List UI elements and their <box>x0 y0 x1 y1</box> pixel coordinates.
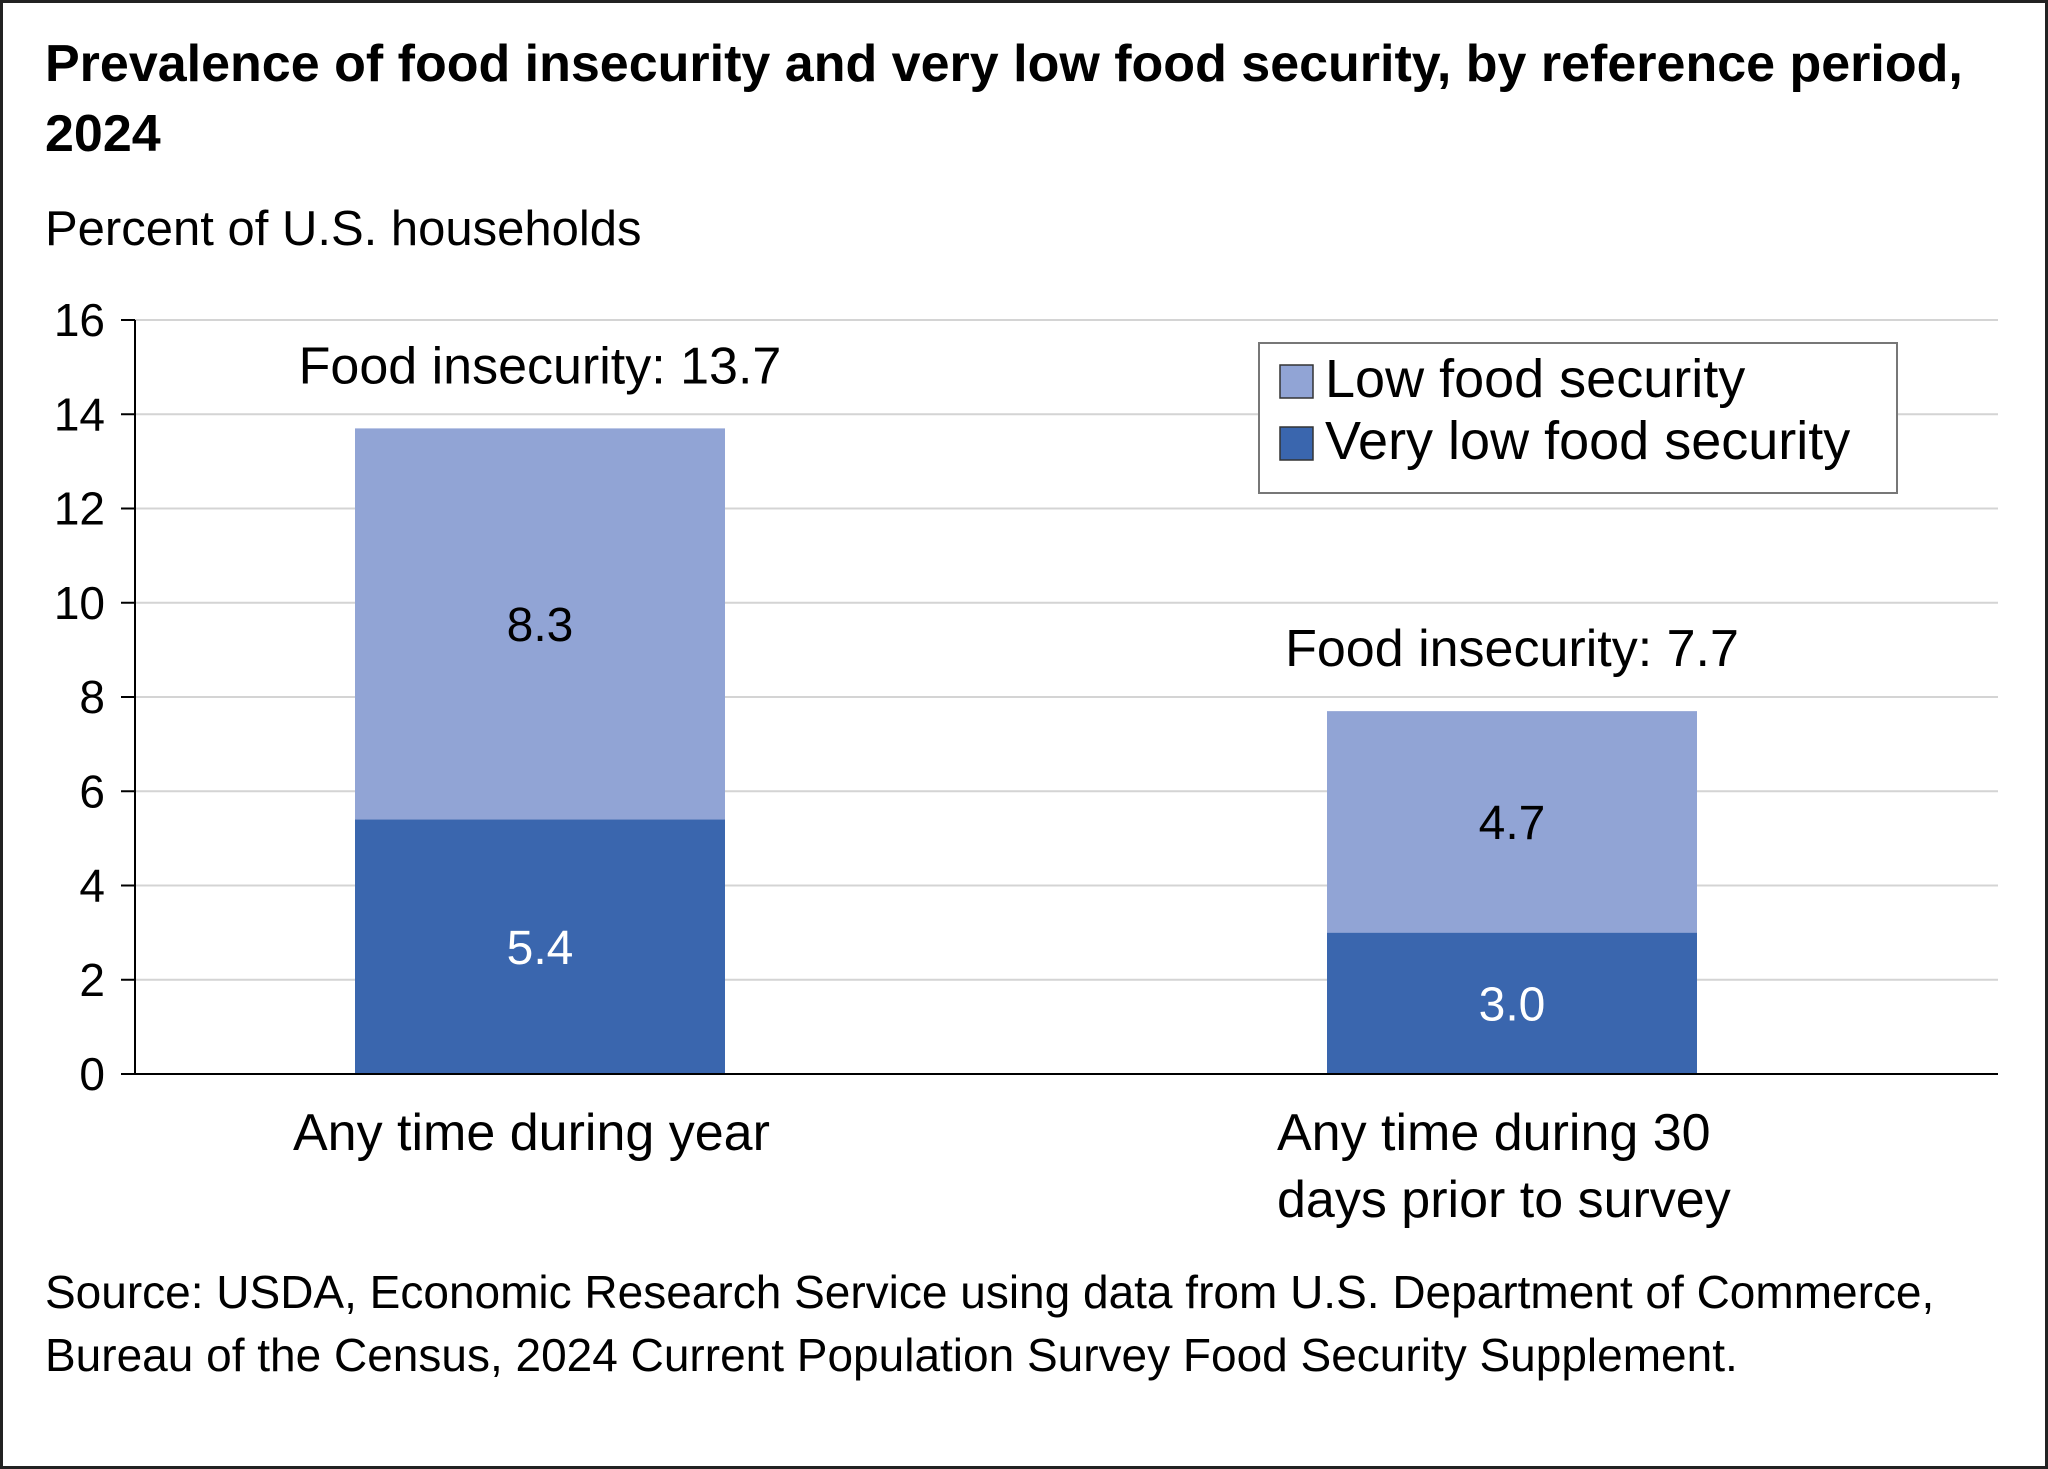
legend <box>1258 342 1898 494</box>
y-tick-label: 8 <box>79 671 105 723</box>
data-label: 4.7 <box>1479 797 1546 850</box>
legend-swatch <box>1279 426 1314 461</box>
x-category-label: Any time during 30 <box>1277 1104 1711 1162</box>
y-tick-label: 0 <box>79 1048 105 1100</box>
y-tick-label: 2 <box>79 954 105 1006</box>
total-label: Food insecurity: 13.7 <box>299 337 782 395</box>
plot-area: 0 2 4 6 8 10 12 14 16 5.4 8.3 Food insecurity: 13.7… <box>54 294 1998 1229</box>
y-tick-label: 10 <box>54 577 105 629</box>
legend-label: Low food security <box>1325 349 1745 409</box>
data-label: 5.4 <box>507 922 574 975</box>
y-tick-label: 16 <box>54 294 105 346</box>
y-tick-label: 4 <box>79 860 105 912</box>
total-label: Food insecurity: 7.7 <box>1285 620 1739 678</box>
bar-segment <box>1327 711 1697 933</box>
x-category-label: Any time during year <box>293 1104 770 1162</box>
legend-label: Very low food security <box>1325 411 1850 471</box>
bar-segment <box>355 819 725 1074</box>
bar-segment <box>355 428 725 820</box>
y-tick-label: 12 <box>54 483 105 535</box>
y-tick-label: 14 <box>54 388 105 440</box>
data-label: 3.0 <box>1479 978 1546 1031</box>
legend-swatch <box>1279 364 1314 399</box>
y-tick-label: 6 <box>79 765 105 817</box>
y-axis-label: Percent of U.S. households <box>45 202 642 256</box>
source-note: Source: USDA, Economic Research Service … <box>45 1266 1935 1381</box>
bar-segment <box>1327 932 1697 1074</box>
data-label: 8.3 <box>507 599 574 652</box>
chart-title: Prevalence of food insecurity and very l… <box>45 35 1963 163</box>
x-category-label: days prior to survey <box>1277 1171 1731 1229</box>
